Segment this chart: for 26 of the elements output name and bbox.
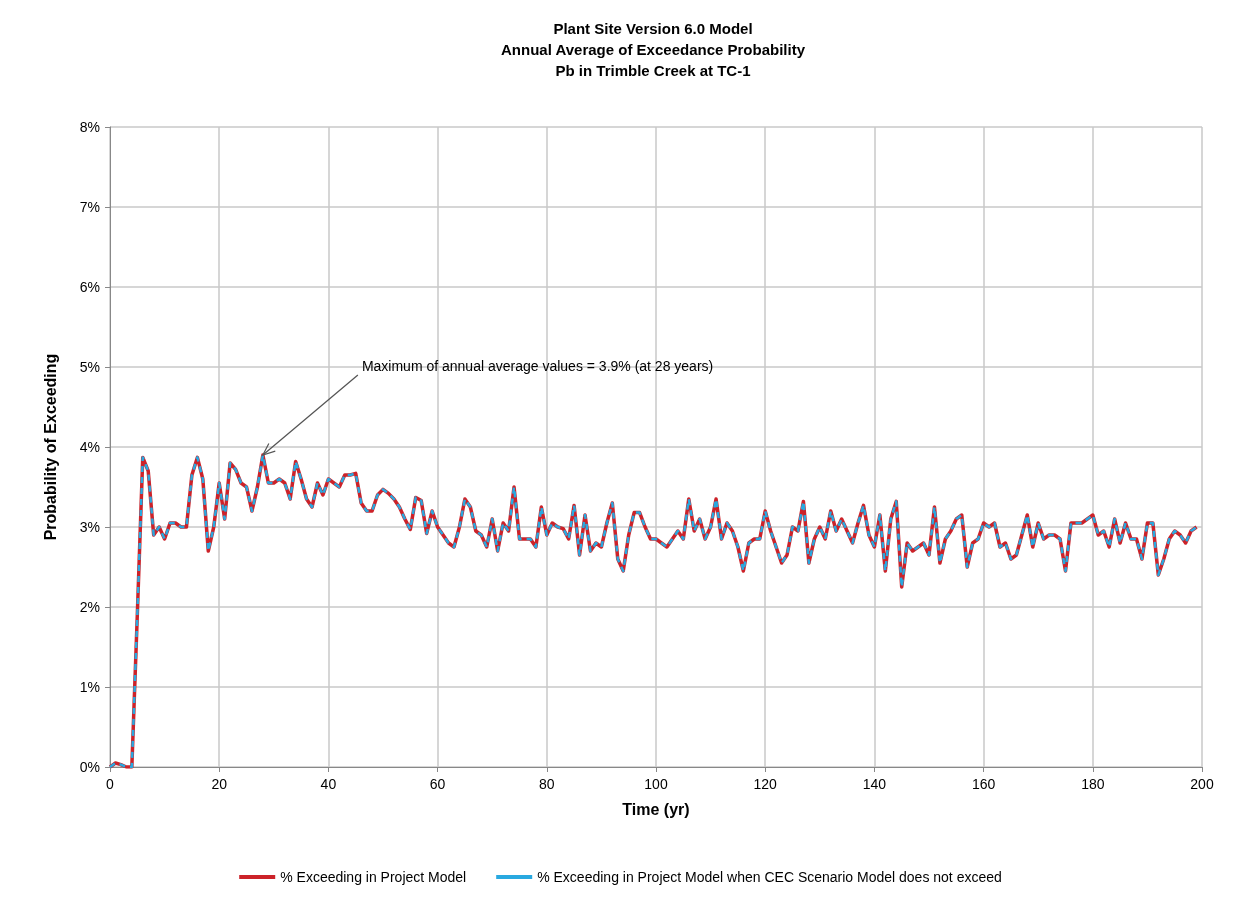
x-tick-label: 20 [211,776,228,792]
x-tick-label: 80 [539,776,555,792]
x-tick-label: 180 [1081,776,1105,792]
x-tick-label: 140 [862,776,887,792]
y-tick-label: 0% [79,759,100,775]
y-tick-label: 8% [79,119,100,135]
y-tick-label: 6% [79,279,100,295]
legend-label: % Exceeding in Project Model when CEC Scenario Model does not exceed [537,869,1002,885]
y-tick-label: 7% [79,199,100,215]
chart-title: Plant Site Version 6.0 Model Annual Average of Exceedance Probability Pb in Trimble Creek at TC-1 [501,20,806,79]
y-tick-label: 4% [79,439,100,455]
x-axis-title: Time (yr) [622,800,690,818]
x-tick-label: 40 [320,776,337,792]
y-tick-label: 2% [79,599,100,615]
y-axis-title: Probability of Exceeding [41,353,59,541]
y-tick-label: 3% [79,519,100,535]
legend-label: % Exceeding in Project Model [280,869,467,885]
x-tick-label: 120 [753,776,778,792]
x-tick-label: 200 [1190,776,1214,792]
y-tick-label: 5% [79,359,100,375]
y-tick-label: 1% [79,679,100,695]
x-tick-label: 0 [106,776,115,792]
annotation: Maximum of annual average values = 3.9% (at 28 years) [361,358,714,374]
x-tick-label: 160 [971,776,996,792]
x-tick-label: 60 [429,776,446,792]
x-tick-label: 100 [644,776,668,792]
